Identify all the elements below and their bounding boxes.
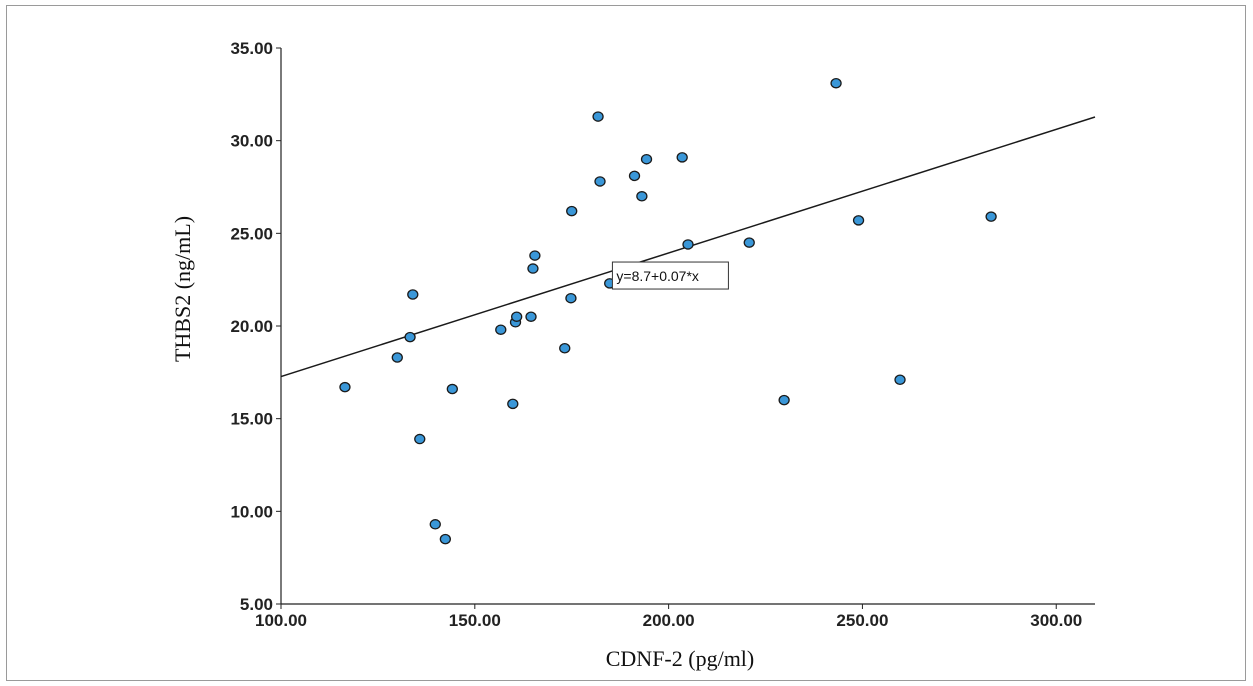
data-point xyxy=(565,292,577,304)
data-point xyxy=(339,381,351,393)
data-point xyxy=(511,311,523,322)
data-point xyxy=(407,289,419,300)
figure-frame xyxy=(6,5,1246,681)
data-point xyxy=(682,239,694,250)
x-tick-label: 150.00 xyxy=(449,611,501,630)
data-point xyxy=(640,153,653,165)
equation-label: y=8.7+0.07*x xyxy=(616,268,699,284)
data-point xyxy=(495,324,507,335)
x-tick-label: 200.00 xyxy=(643,611,695,630)
data-point xyxy=(894,374,906,385)
x-tick-label: 250.00 xyxy=(836,611,888,630)
data-point xyxy=(852,215,865,226)
data-point xyxy=(404,331,416,343)
data-point xyxy=(594,176,606,187)
y-tick-label: 30.00 xyxy=(230,132,273,151)
data-point xyxy=(636,191,648,202)
data-point xyxy=(830,77,842,89)
y-tick-label: 10.00 xyxy=(230,502,273,521)
data-point xyxy=(676,152,688,163)
y-tick-label: 15.00 xyxy=(230,410,273,429)
data-point xyxy=(566,205,578,217)
data-point xyxy=(985,211,997,222)
data-point xyxy=(778,394,790,406)
data-point xyxy=(529,250,541,261)
axes: 5.00 10.00 15.00 20.00 25.00 30.00 35.00 100.00… xyxy=(230,39,1095,630)
data-point xyxy=(391,352,403,363)
y-tick-label: 25.00 xyxy=(230,224,273,243)
y-tick-label: 20.00 xyxy=(230,317,273,336)
data-point xyxy=(628,170,641,182)
data-point xyxy=(527,263,539,274)
y-tick-label: 5.00 xyxy=(240,595,273,614)
data-points xyxy=(339,77,997,545)
data-point xyxy=(525,311,537,322)
data-point xyxy=(446,383,458,395)
y-axis-title: THBS2 (ng/mL) xyxy=(170,216,195,362)
data-point xyxy=(592,111,604,122)
data-point xyxy=(439,533,452,545)
data-point xyxy=(743,237,755,248)
y-tick-label: 35.00 xyxy=(230,39,273,58)
x-tick-label: 300.00 xyxy=(1030,611,1082,630)
equation-group: y=8.7+0.07*x xyxy=(611,261,729,290)
x-axis-title: CDNF-2 (pg/ml) xyxy=(606,646,755,671)
data-point xyxy=(429,519,441,530)
data-point xyxy=(559,342,571,354)
equation-box xyxy=(611,261,729,290)
data-point xyxy=(507,398,519,410)
x-tick-label: 100.00 xyxy=(255,611,307,630)
data-point xyxy=(414,433,426,445)
